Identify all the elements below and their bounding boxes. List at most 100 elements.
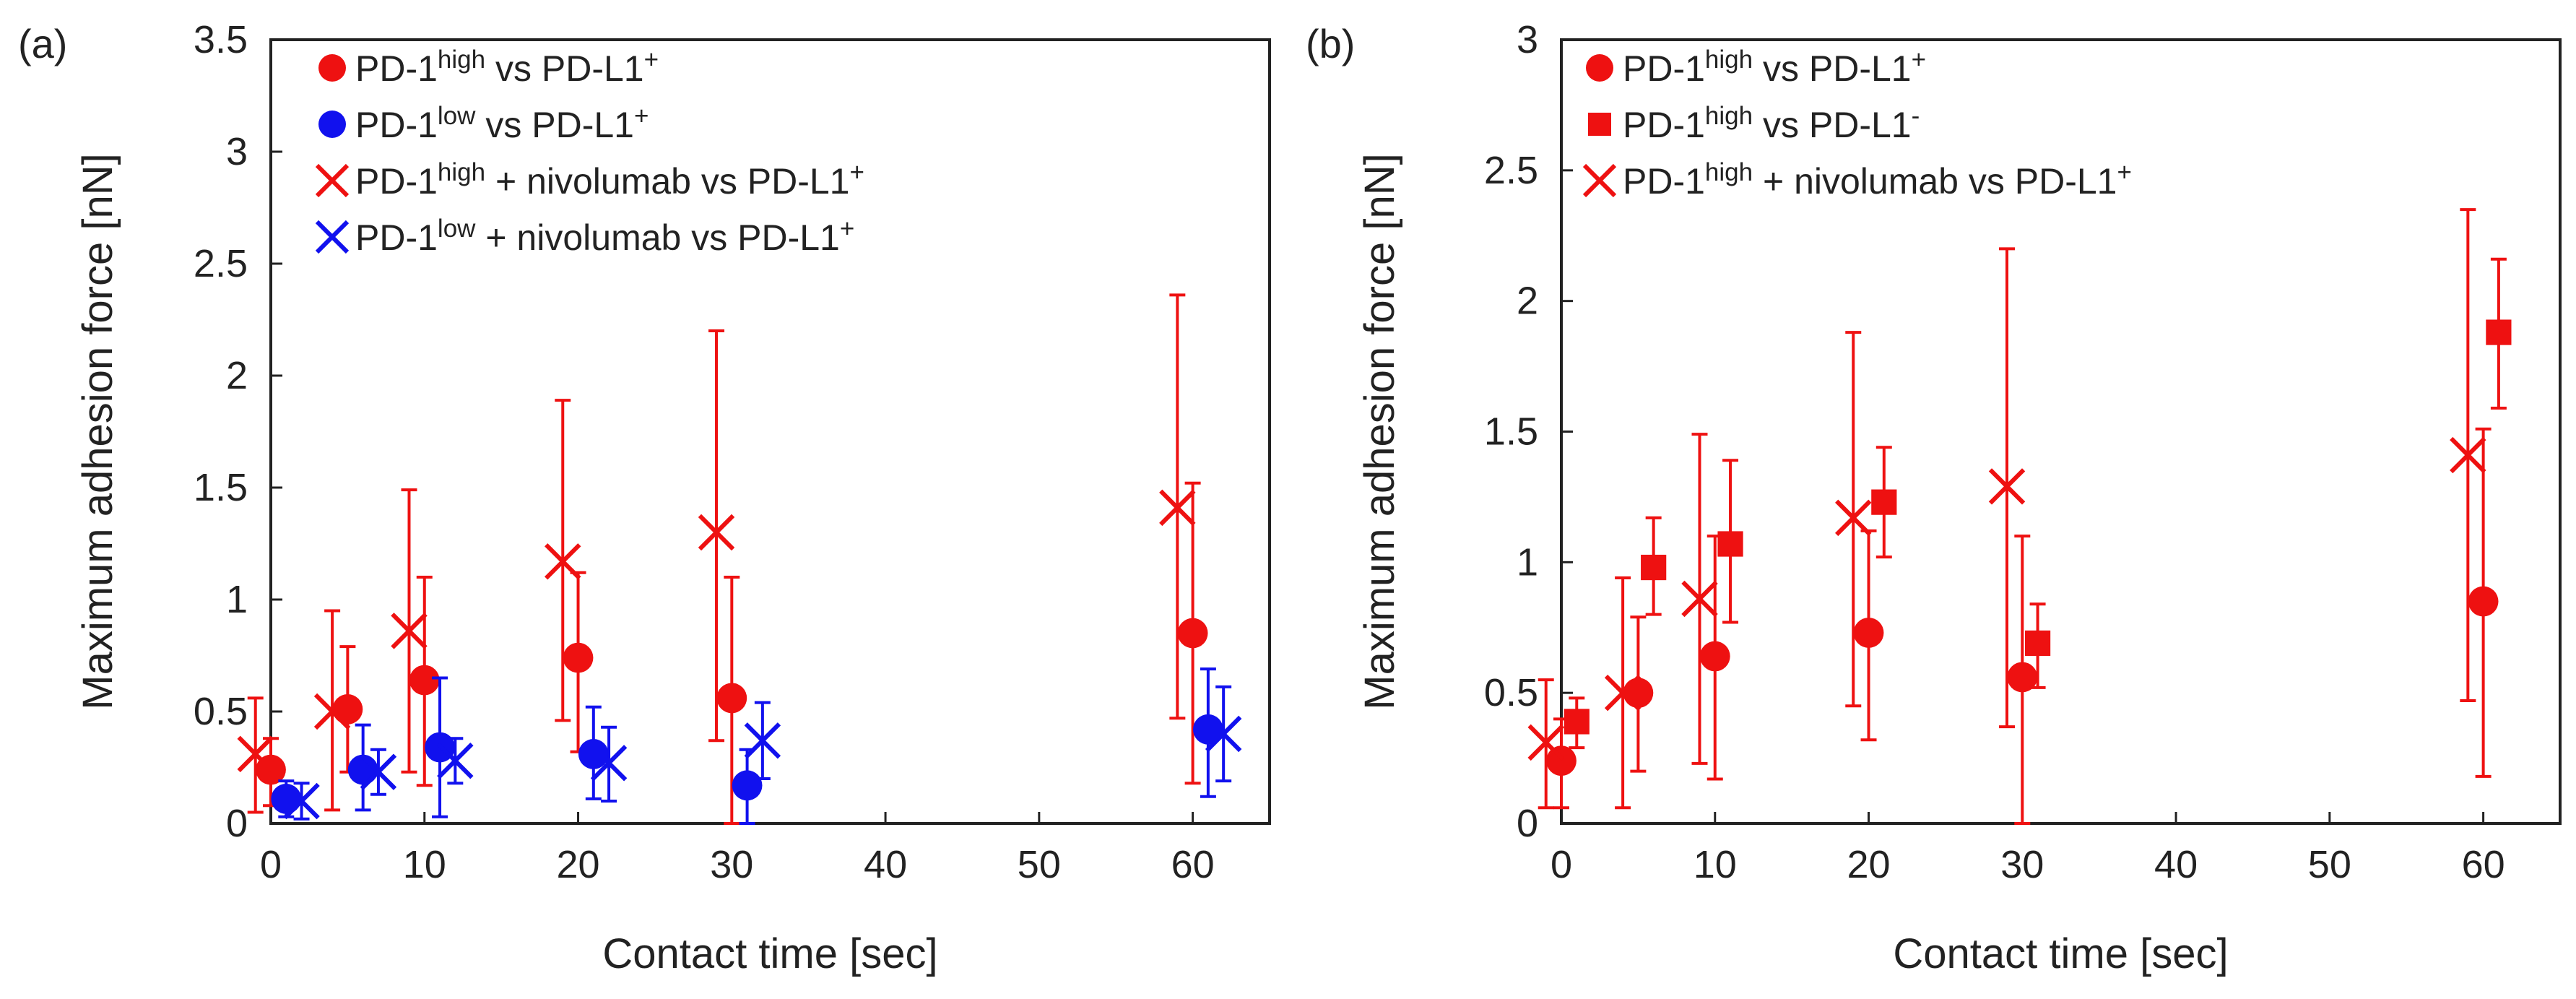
y-tick-label: 1.5 [1484,410,1538,454]
data-point [437,737,474,785]
plot-frame [1560,38,2562,825]
series-2 [237,293,1196,814]
x-tick-label: 40 [864,843,907,886]
marker-x [283,782,320,820]
data-point [2468,427,2499,778]
y-tick-label: 1.5 [194,466,248,509]
data-point [2450,208,2486,703]
data-point [1527,678,1564,810]
marker-circle [2468,586,2499,617]
data-point [2024,602,2051,689]
data-point [1988,247,2026,729]
marker-x [2450,436,2486,474]
marker-circle [318,111,346,138]
data-point [563,571,594,753]
legend-item: PD-1low + nivolumab vs PD-L1+ [315,215,854,258]
x-tick-label: 20 [1847,843,1890,886]
x-tick-label: 0 [260,843,282,886]
data-point [2007,535,2038,825]
data-point [1205,685,1242,783]
legend-item: PD-1high vs PD-L1- [1588,102,1920,145]
marker-circle [1586,54,1613,82]
x-tick-label: 10 [1694,843,1737,886]
y-tick-label: 3 [1517,18,1538,61]
data-point [391,488,428,774]
marker-circle [318,54,346,82]
x-tick-label: 40 [2154,843,2198,886]
x-axis-label: Contact time [sec] [602,930,937,977]
marker-x [1681,580,1718,618]
panel-label: (a) [18,21,67,66]
marker-x [1835,499,1872,537]
data-point [1564,696,1590,750]
data-point [1159,293,1196,720]
y-tick-label: 2 [226,354,248,397]
series-3 [283,685,1242,821]
marker-x [1205,715,1242,753]
marker-x [698,514,735,551]
data-point [283,782,320,821]
data-point [698,329,735,743]
series-0 [1546,427,2499,825]
x-axis-label: Contact time [sec] [1893,930,2228,977]
chart-panel-a: (a) 0 10 20 30 40 50 60 0 0.5 1 1.5 2 2.5 3 3.5 Contact … [18,18,1271,977]
y-tick-label: 2.5 [1484,149,1538,192]
data-point [1641,516,1667,616]
series-1 [271,667,1223,825]
y-tick-label: 1 [226,578,248,621]
marker-square [2024,630,2051,657]
x-tick-label: 60 [1171,843,1215,886]
legend-item: PD-1high + nivolumab vs PD-L1+ [1582,158,2132,202]
y-axis-label: Maximum adhesion force [nN] [1356,153,1403,709]
x-tick-label: 20 [556,843,599,886]
data-point [590,725,628,803]
y-tick-label: 3.5 [194,18,248,61]
x-tick-label: 0 [1551,843,1572,886]
marker-circle [1177,618,1208,649]
marker-circle [563,642,594,673]
x-tick-label: 50 [1018,843,1061,886]
data-point [1835,331,1872,708]
data-point [1192,667,1223,798]
data-point [1681,433,1718,765]
marker-x [1988,468,2026,505]
x-tick-label: 60 [2462,843,2505,886]
y-axis-ticks: 0 0.5 1 1.5 2 2.5 3 [1484,18,1573,845]
marker-circle [1699,641,1730,672]
y-tick-label: 2 [1517,280,1538,323]
marker-x [1604,674,1642,712]
marker-x [590,745,628,782]
marker-square [1871,489,1897,515]
legend-label: PD-1low + nivolumab vs PD-L1+ [355,215,854,258]
marker-square [1641,554,1667,581]
x-tick-label: 30 [2000,843,2044,886]
marker-x [237,735,274,773]
data-point [716,576,747,825]
legend-label: PD-1high vs PD-L1- [1623,102,1920,145]
marker-circle [578,739,609,769]
marker-x [315,220,350,254]
data-point [237,696,274,814]
panel-label: (b) [1306,21,1355,66]
marker-x [313,693,351,730]
legend: PD-1high vs PD-L1+ PD-1high vs PD-L1- PD-1… [1582,46,2132,202]
data-point [2486,257,2512,410]
marker-x [1527,724,1564,761]
legend-item: PD-1high vs PD-L1+ [1586,46,1926,89]
marker-square [1588,113,1611,136]
marker-circle [716,683,747,714]
marker-x [360,753,397,790]
data-point [1604,576,1642,810]
legend-label: PD-1low vs PD-L1+ [355,102,649,145]
marker-x [1159,489,1196,527]
data-point [744,701,781,780]
marker-x [391,613,428,649]
y-axis-ticks: 0 0.5 1 1.5 2 2.5 3 3.5 [194,18,282,845]
data-point [1699,535,1730,781]
legend-label: PD-1high + nivolumab vs PD-L1+ [355,158,864,202]
data-point [545,399,581,722]
data-point [1871,446,1897,559]
data-point [1177,481,1208,785]
marker-x [744,722,781,759]
legend-label: PD-1high + nivolumab vs PD-L1+ [1623,158,2132,202]
